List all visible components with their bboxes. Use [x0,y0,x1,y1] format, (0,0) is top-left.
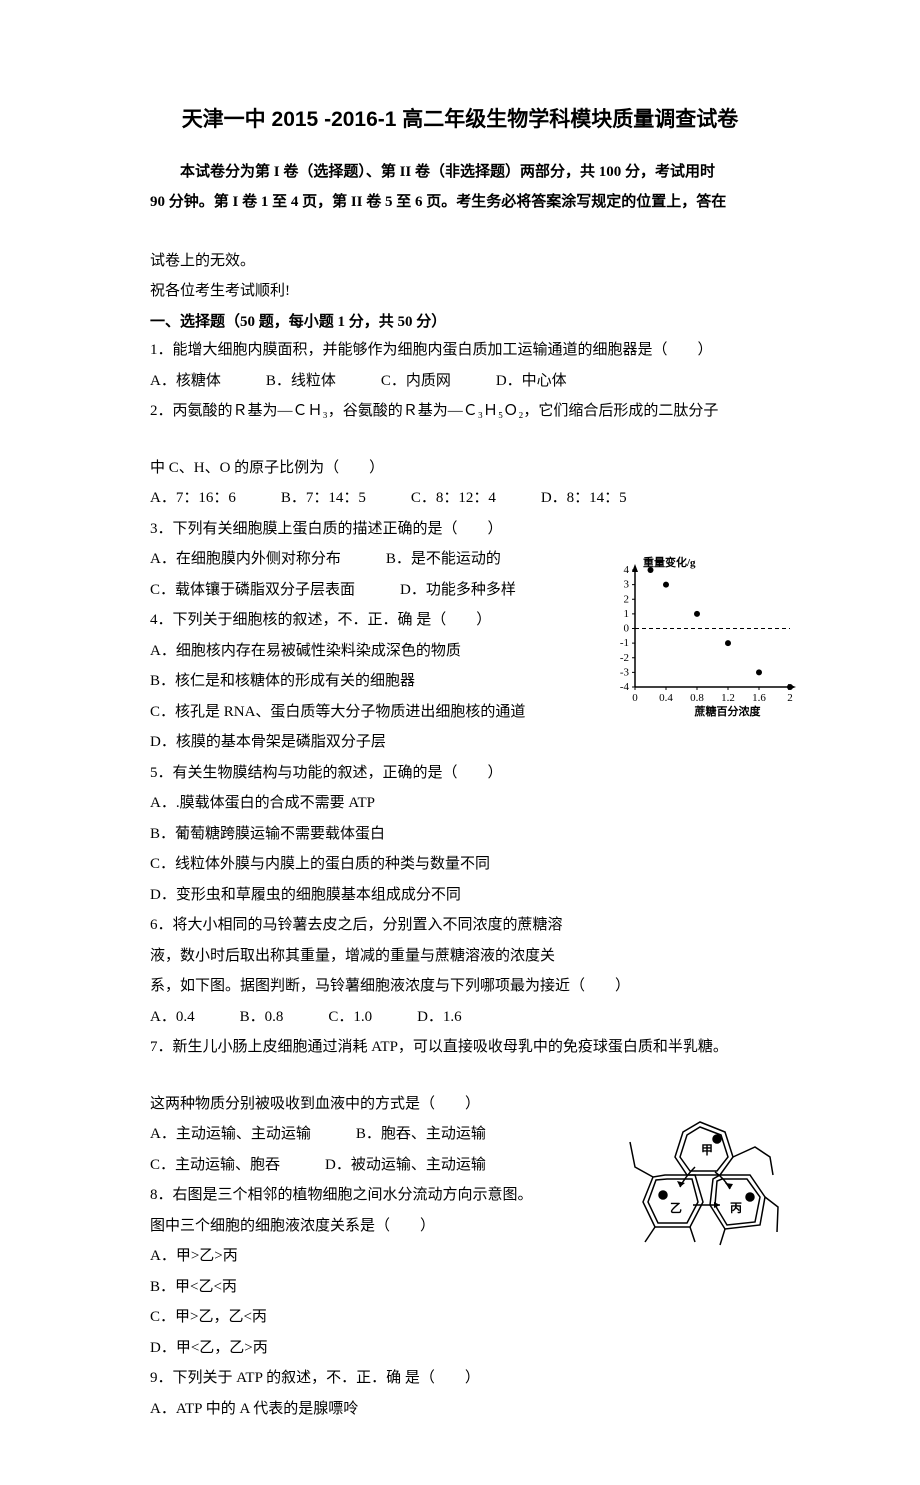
svg-text:0: 0 [624,622,630,634]
svg-text:-3: -3 [620,666,630,678]
q5-optB: B．葡萄糖跨膜运输不需要载体蛋白 [150,820,770,849]
intro-line2: 90 分钟。第 I 卷 1 至 4 页，第 II 卷 5 至 6 页。考生务必将… [150,188,770,217]
q7-text: 7．新生儿小肠上皮细胞通过消耗 ATP，可以直接吸收母乳中的免疫球蛋白质和半乳糖… [150,1033,770,1062]
q9-text: 9．下列关于 ATP 的叙述，不．正．确 是（ ） [150,1364,770,1393]
svg-text:3: 3 [624,579,630,591]
q1-text: 1．能增大细胞内膜面积，并能够作为细胞内蛋白质加工运输通道的细胞器是（ ） [150,336,770,365]
svg-text:甲: 甲 [701,1143,713,1157]
wish-text: 祝各位考生考试顺利! [150,277,770,306]
q2-options: A．7：16：6 B．7：14：5 C．8：12：4 D．8：14：5 [150,484,770,513]
q6-text1: 6．将大小相同的马铃薯去皮之后，分别置入不同浓度的蔗糖溶 [150,911,770,940]
svg-text:0: 0 [632,692,638,704]
q5-optA: A．.膜载体蛋白的合成不需要 ATP [150,789,770,818]
svg-text:1: 1 [624,608,630,620]
svg-text:2: 2 [624,593,630,605]
weight-change-chart: -4 -3 -2 -1 0 1 2 3 4 0 0.4 0.8 1.2 1.6 2 重量变化/g 蔗糖百分浓度 [605,552,800,717]
exam-title: 天津一中 2015 -2016-1 高二年级生物学科模块质量调查试卷 [150,100,770,140]
svg-text:-2: -2 [620,652,629,664]
q5-text: 5．有关生物膜结构与功能的叙述，正确的是（ ） [150,759,770,788]
q8-optB: B．甲<乙<丙 [150,1273,770,1302]
q1-options: A．核糖体 B．线粒体 C．内质网 D．中心体 [150,367,770,396]
section1-header: 一、选择题（50 题，每小题 1 分，共 50 分） [150,308,770,337]
q4-optD: D．核膜的基本骨架是磷脂双分子层 [150,728,770,757]
svg-text:丙: 丙 [730,1201,742,1215]
q9-optA: A．ATP 中的 A 代表的是腺嘌呤 [150,1395,770,1424]
plant-cell-diagram: 甲 乙 丙 [625,1117,780,1247]
q8-optC: C．甲>乙，乙<丙 [150,1303,770,1332]
svg-text:重量变化/g: 重量变化/g [643,555,696,569]
svg-text:2: 2 [787,692,793,704]
svg-text:1.6: 1.6 [752,692,766,704]
intro-line1: 本试卷分为第 I 卷（选择题）、第 II 卷（非选择题）两部分，共 100 分，… [150,158,770,187]
svg-text:4: 4 [624,564,630,576]
q8-optD: D．甲<乙，乙>丙 [150,1334,770,1363]
svg-text:1.2: 1.2 [721,692,735,704]
q7-text2: 这两种物质分别被吸收到血液中的方式是（ ） [150,1090,770,1119]
svg-text:蔗糖百分浓度: 蔗糖百分浓度 [694,704,762,717]
svg-text:-4: -4 [620,681,630,693]
q2-text: 2．丙氨酸的Ｒ基为—ＣＨ₃，谷氨酸的Ｒ基为—Ｃ₃Ｈ₅Ｏ₂，它们缩合后形成的二肽分… [150,397,770,426]
invalid-note: 试卷上的无效。 [150,247,770,276]
q2-text2: 中 C、H、O 的原子比例为（ ） [150,454,770,483]
q6-text2: 液，数小时后取出称其重量，增减的重量与蔗糖溶液的浓度关 [150,942,770,971]
svg-text:乙: 乙 [670,1201,682,1215]
q3-text: 3．下列有关细胞膜上蛋白质的描述正确的是（ ） [150,515,770,544]
q5-optC: C．线粒体外膜与内膜上的蛋白质的种类与数量不同 [150,850,770,879]
svg-text:0.4: 0.4 [659,692,673,704]
q5-optD: D．变形虫和草履虫的细胞膜基本组成成分不同 [150,881,770,910]
q6-text3: 系，如下图。据图判断，马铃薯细胞液浓度与下列哪项最为接近（ ） [150,972,770,1001]
svg-text:-1: -1 [620,637,629,649]
svg-text:0.8: 0.8 [690,692,704,704]
q6-options: A．0.4 B．0.8 C．1.0 D．1.6 [150,1003,770,1032]
